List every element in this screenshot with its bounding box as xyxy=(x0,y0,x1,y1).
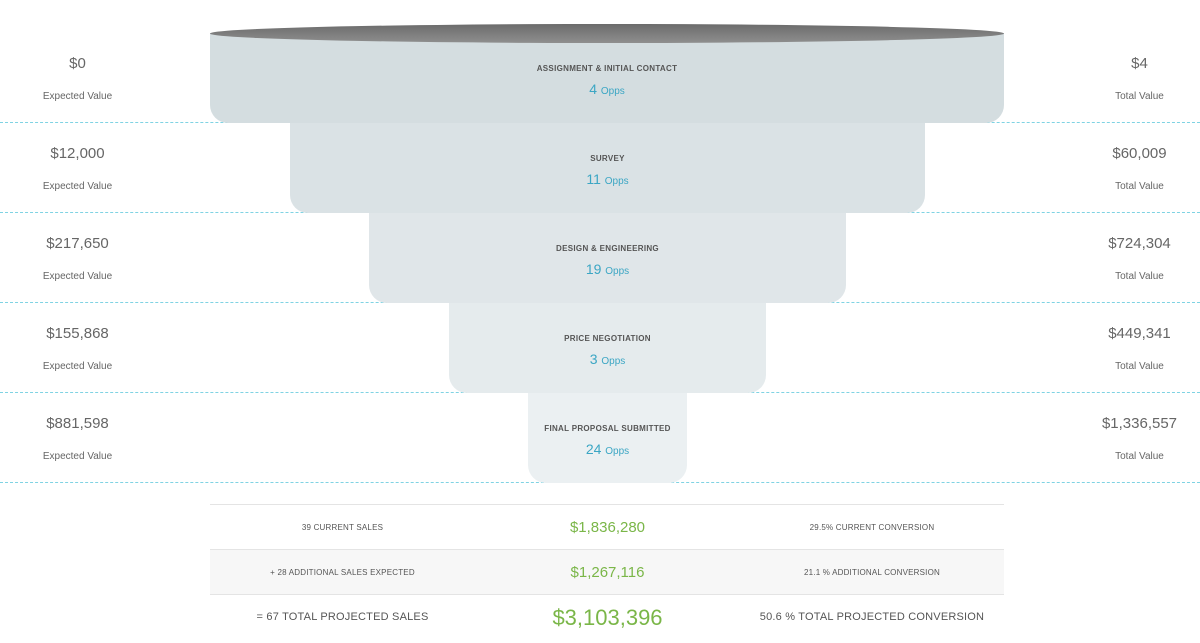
opps-unit: Opps xyxy=(601,356,626,367)
stage-name: FINAL PROPOSAL SUBMITTED xyxy=(544,424,671,433)
opps-unit: Opps xyxy=(605,446,630,457)
stage-name: PRICE NEGOTIATION xyxy=(564,334,651,343)
stage-name: ASSIGNMENT & INITIAL CONTACT xyxy=(536,64,678,73)
total-value-amount: $4 xyxy=(1131,55,1148,72)
expected-value-amount: $881,598 xyxy=(46,415,109,432)
total-value-amount: $449,341 xyxy=(1108,325,1171,342)
total-sales-label: = 67 TOTAL PROJECTED SALES xyxy=(256,611,429,623)
expected-value-amount: $12,000 xyxy=(50,145,105,162)
total-value-label: Total Value xyxy=(1115,91,1164,102)
funnel-stage-final[interactable]: FINAL PROPOSAL SUBMITTED 24 Opps xyxy=(528,393,687,483)
funnel-stage-survey[interactable]: SURVEY 11 Opps xyxy=(290,123,925,213)
opps-count-link[interactable]: 3 Opps xyxy=(449,351,766,367)
stage-row-survey: $12,000 Expected Value SURVEY 11 Opps $6… xyxy=(0,123,1200,213)
total-value-amount: $60,009 xyxy=(1112,145,1167,162)
total-sales-amount: $3,103,396 xyxy=(552,605,663,630)
current-sales-label: 39 CURRENT SALES xyxy=(301,523,384,532)
opps-unit: Opps xyxy=(605,266,630,277)
expected-value-label: Expected Value xyxy=(42,181,113,192)
total-value-label: Total Value xyxy=(1115,181,1164,192)
current-sales-amount: $1,836,280 xyxy=(569,519,646,536)
stage-row-final: $881,598 Expected Value FINAL PROPOSAL S… xyxy=(0,393,1200,483)
additional-sales-amount: $1,267,116 xyxy=(570,564,645,581)
summary-row-current: 39 CURRENT SALES $1,836,280 29.5% CURREN… xyxy=(210,504,1004,549)
total-conversion: 50.6 % TOTAL PROJECTED CONVERSION xyxy=(759,611,985,623)
opps-count-link[interactable]: 11 Opps xyxy=(290,171,925,187)
opps-unit: Opps xyxy=(600,86,625,97)
summary-row-additional: + 28 ADDITIONAL SALES EXPECTED $1,267,11… xyxy=(210,549,1004,594)
opps-count-link[interactable]: 19 Opps xyxy=(369,261,846,277)
total-value-amount: $1,336,557 xyxy=(1101,415,1178,432)
total-value-label: Total Value xyxy=(1115,271,1164,282)
expected-value-label: Expected Value xyxy=(42,361,113,372)
stage-name: SURVEY xyxy=(590,154,625,163)
funnel-stage-design[interactable]: DESIGN & ENGINEERING 19 Opps xyxy=(369,213,846,303)
expected-value-label: Expected Value xyxy=(42,451,113,462)
opps-count: 11 xyxy=(586,171,601,187)
stage-name: DESIGN & ENGINEERING xyxy=(556,244,659,253)
opps-unit: Opps xyxy=(604,176,629,187)
expected-value-amount: $155,868 xyxy=(46,325,109,342)
expected-value-label: Expected Value xyxy=(42,271,113,282)
current-conversion: 29.5% CURRENT CONVERSION xyxy=(809,523,935,532)
funnel-stage-price[interactable]: PRICE NEGOTIATION 3 Opps xyxy=(449,303,766,393)
funnel-stage-assignment[interactable]: ASSIGNMENT & INITIAL CONTACT 4 Opps xyxy=(210,33,1004,123)
total-value-label: Total Value xyxy=(1115,361,1164,372)
stage-row-design: $217,650 Expected Value DESIGN & ENGINEE… xyxy=(0,213,1200,303)
summary-row-total: = 67 TOTAL PROJECTED SALES $3,103,396 50… xyxy=(210,594,1004,639)
expected-value-amount: $0 xyxy=(69,55,86,72)
total-value-label: Total Value xyxy=(1115,451,1164,462)
summary-table: 39 CURRENT SALES $1,836,280 29.5% CURREN… xyxy=(210,504,1004,639)
additional-conversion: 21.1 % ADDITIONAL CONVERSION xyxy=(803,568,940,577)
page-title-fragment: ... ... ... ... xyxy=(530,0,670,3)
opps-count: 19 xyxy=(585,261,602,277)
expected-value-amount: $217,650 xyxy=(46,235,109,252)
funnel-top-rim xyxy=(210,24,1004,43)
expected-value-label: Expected Value xyxy=(42,91,113,102)
opps-count-link[interactable]: 4 Opps xyxy=(210,81,1004,97)
stage-row-price: $155,868 Expected Value PRICE NEGOTIATIO… xyxy=(0,303,1200,393)
stage-row-assignment: $0 Expected Value ASSIGNMENT & INITIAL C… xyxy=(0,33,1200,123)
additional-sales-label: + 28 ADDITIONAL SALES EXPECTED xyxy=(270,568,415,577)
opps-count: 3 xyxy=(589,351,598,367)
opps-count: 24 xyxy=(585,441,602,457)
opps-count: 4 xyxy=(589,81,597,97)
total-value-amount: $724,304 xyxy=(1108,235,1171,252)
opps-count-link[interactable]: 24 Opps xyxy=(528,441,687,457)
